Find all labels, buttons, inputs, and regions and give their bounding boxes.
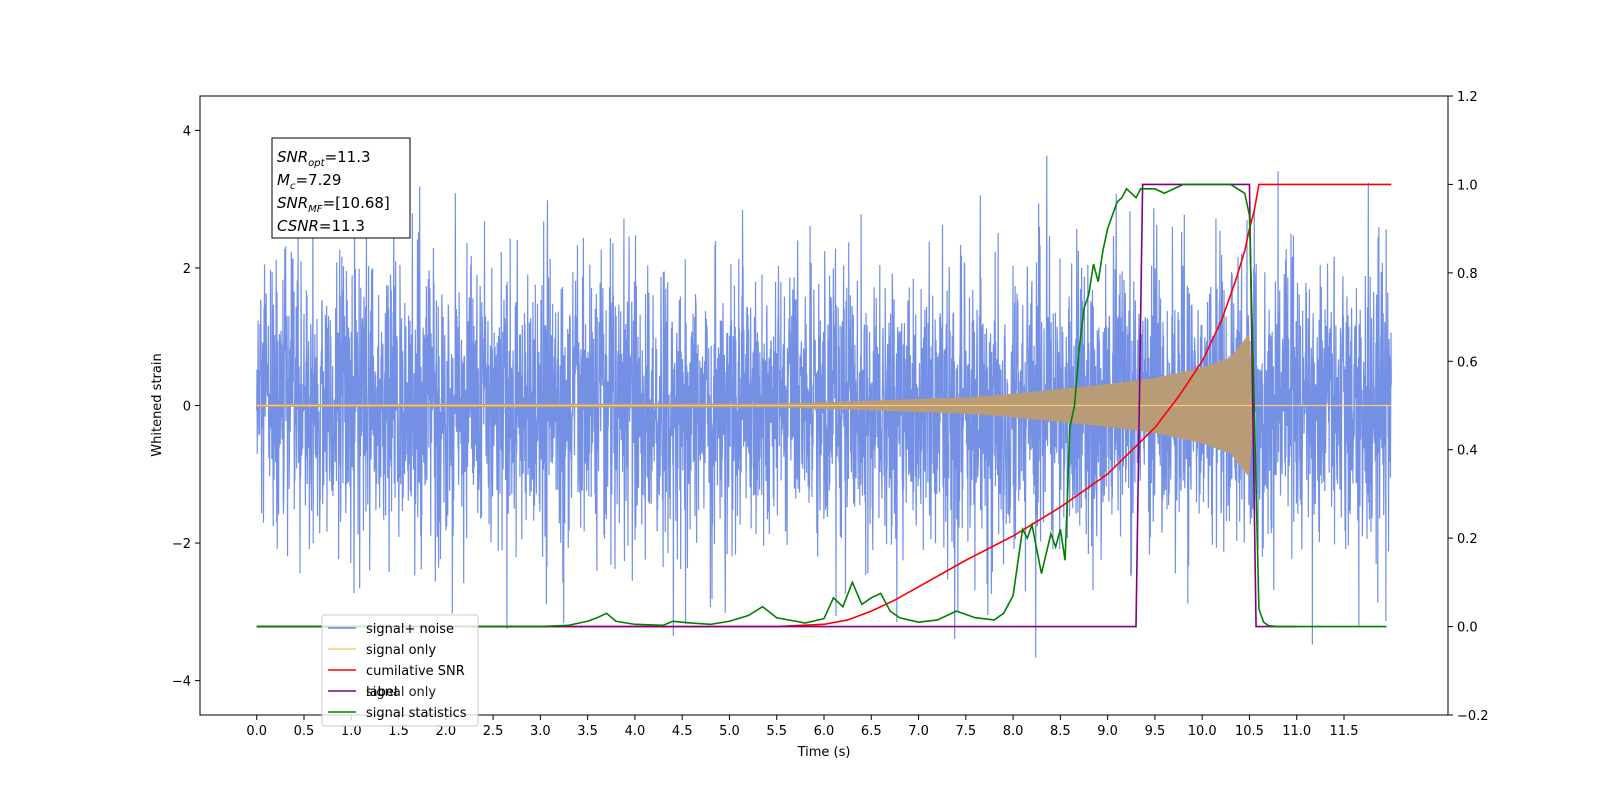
x-tick-label: 4.0	[625, 724, 646, 739]
plot-layer	[256, 155, 1392, 658]
x-tick-label: 5.0	[719, 724, 740, 739]
y2-tick-label: 1.2	[1457, 90, 1478, 105]
y2-tick-label: 0.6	[1457, 355, 1478, 370]
x-tick-label: 1.5	[388, 724, 409, 739]
y-tick-label: 4	[183, 124, 191, 139]
y2-tick-label: −0.2	[1457, 709, 1489, 724]
x-tick-label: 8.5	[1050, 724, 1071, 739]
annotation-line: CSNR=11.3	[277, 217, 365, 235]
x-tick-label: 6.5	[861, 724, 882, 739]
x-tick-label: 11.5	[1330, 724, 1359, 739]
x-tick-label: 5.5	[766, 724, 787, 739]
legend-label: signal+ noise	[366, 622, 454, 637]
annotation-frame	[271, 137, 411, 239]
x-tick-label: 8.0	[1003, 724, 1024, 739]
y2-tick-label: 0.2	[1457, 532, 1478, 547]
legend-frame	[321, 614, 479, 727]
x-tick-label: 9.5	[1145, 724, 1166, 739]
y-tick-label: −4	[172, 675, 191, 690]
annotation-line: Mc=7.29	[277, 171, 341, 192]
legend-label: signal only	[366, 643, 436, 658]
x-tick-label: 0.0	[246, 724, 267, 739]
y-axis-label: Whitened strain	[150, 353, 165, 456]
y2-tick-label: 0.8	[1457, 267, 1478, 282]
series-cumilative-snr	[256, 183, 1392, 628]
x-tick-label: 3.5	[577, 724, 598, 739]
x-tick-label: 7.5	[955, 724, 976, 739]
x-tick-label: 9.0	[1097, 724, 1118, 739]
x-tick-label: 7.0	[908, 724, 929, 739]
legend: signal only signal+ noise signal only cumil…	[321, 614, 479, 727]
series-signal-statistics	[256, 183, 1387, 628]
x-tick-label: 11.0	[1282, 724, 1311, 739]
legend-label: cumilative SNR	[366, 664, 465, 679]
x-tick-label: 3.0	[530, 724, 551, 739]
legend-label: signal statistics	[366, 706, 467, 721]
x-tick-label: 0.5	[294, 724, 315, 739]
x-tick-label: 10.5	[1235, 724, 1264, 739]
x-tick-label: 4.5	[672, 724, 693, 739]
annotation-line: SNRMF=[10.68]	[277, 194, 390, 215]
x-tick-label: 6.0	[814, 724, 835, 739]
x-tick-label: 1.0	[341, 724, 362, 739]
y2-tick-label: 0.0	[1457, 621, 1478, 636]
annotation-line: SNRopt=11.3	[277, 148, 371, 169]
y-tick-label: 2	[183, 262, 191, 277]
legend-overlap-text: signal only	[366, 685, 436, 700]
x-axis-label: Time (s)	[797, 745, 851, 760]
x-tick-label: 2.0	[435, 724, 456, 739]
ticks-layer: 0.0 0.5 1.0 1.5 2.0 2.5 3.0 3.5 4.0 4.5 5.0 5.5 6.0 6…	[172, 90, 1489, 739]
x-tick-label: 10.0	[1188, 724, 1217, 739]
y-tick-label: −2	[172, 537, 191, 552]
y2-tick-label: 1.0	[1457, 178, 1478, 193]
y2-tick-label: 0.4	[1457, 444, 1478, 459]
x-tick-label: 2.5	[483, 724, 504, 739]
legend-label: label	[366, 685, 397, 700]
y-tick-label: 0	[183, 400, 191, 415]
